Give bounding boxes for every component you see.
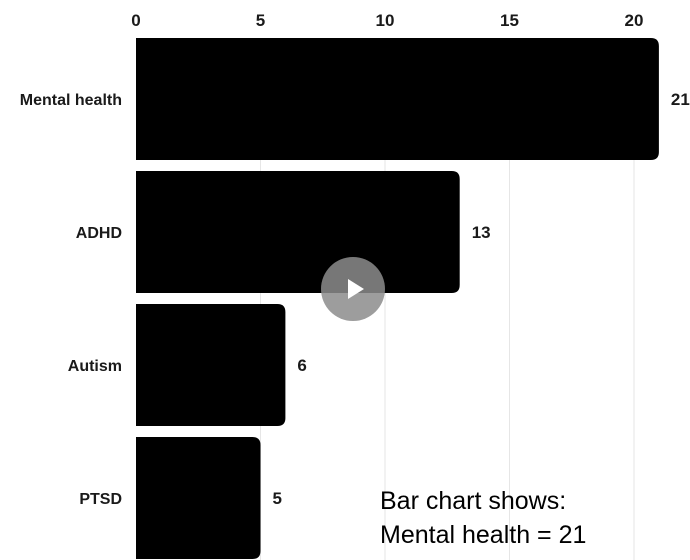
x-tick-label: 20 — [625, 11, 644, 30]
caption-line-2: Mental health = 21 — [380, 521, 587, 549]
chart-caption: Bar chart shows: Mental health = 21 — [380, 484, 586, 552]
data-label: 5 — [273, 489, 282, 508]
category-label: PTSD — [79, 491, 122, 508]
data-label: 21 — [671, 90, 690, 109]
bar — [136, 171, 460, 293]
play-button[interactable] — [321, 257, 385, 321]
bar — [136, 437, 261, 559]
caption-line-1: Bar chart shows: — [380, 487, 567, 515]
category-label: ADHD — [76, 225, 122, 242]
data-label: 13 — [472, 223, 491, 242]
bar — [136, 38, 659, 160]
data-label: 6 — [297, 356, 306, 375]
x-tick-label: 15 — [500, 11, 519, 30]
x-tick-label: 10 — [376, 11, 395, 30]
x-tick-label: 0 — [131, 11, 140, 30]
x-tick-label: 5 — [256, 11, 265, 30]
bar — [136, 304, 286, 426]
play-icon — [347, 279, 364, 299]
category-label: Mental health — [20, 92, 122, 109]
category-label: Autism — [68, 358, 122, 375]
